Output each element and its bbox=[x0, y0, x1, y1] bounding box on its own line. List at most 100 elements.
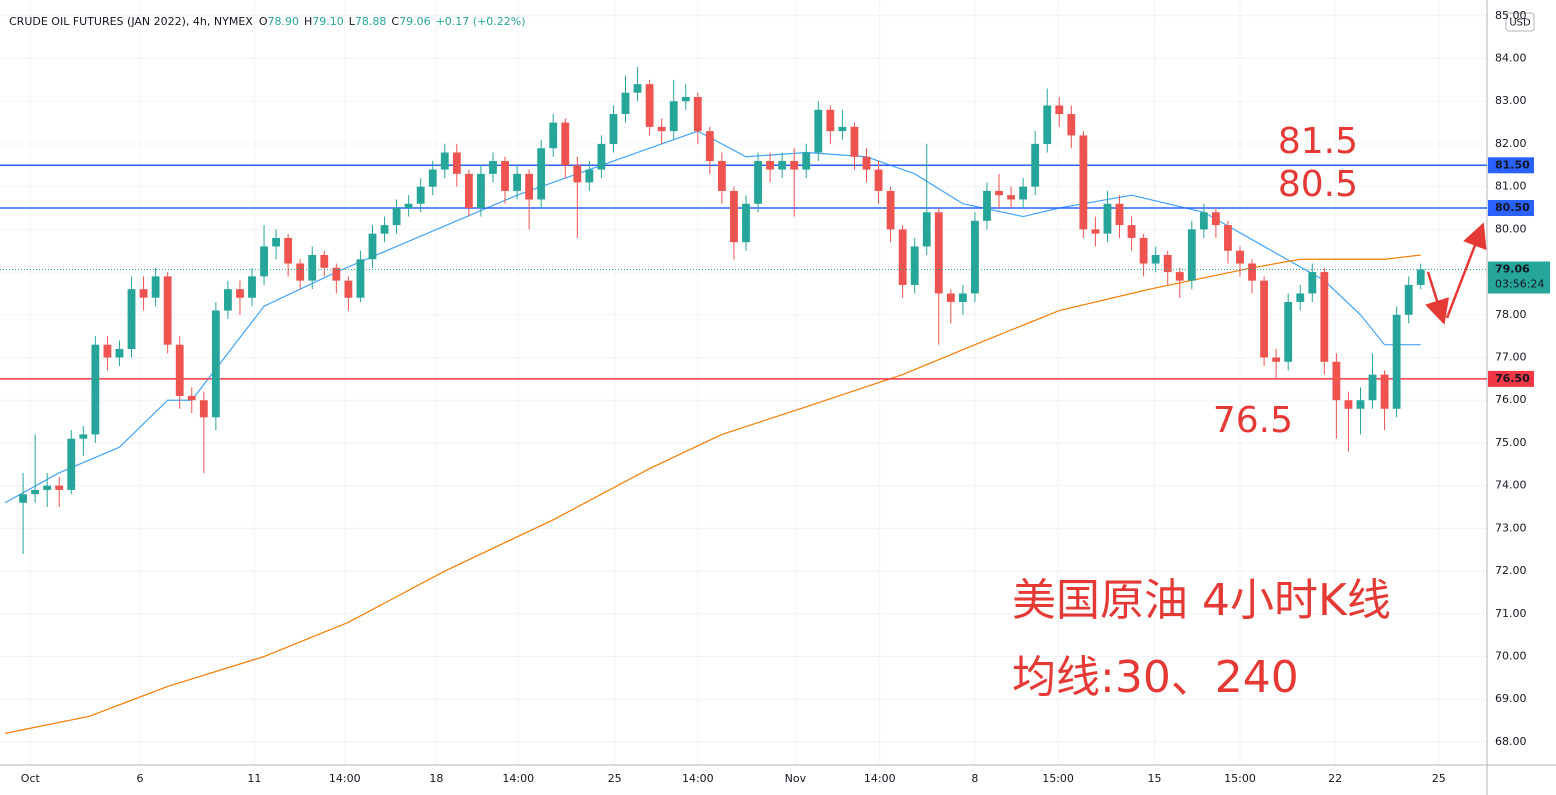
y-tick-label: 83.00 bbox=[1495, 94, 1527, 107]
candle-body bbox=[223, 289, 232, 311]
ohlc-key: C bbox=[391, 15, 399, 28]
legend-header: CRUDE OIL FUTURES (JAN 2022), 4h, NYMEX O… bbox=[9, 15, 526, 28]
candle-body bbox=[1151, 255, 1160, 264]
candle-body bbox=[368, 233, 377, 260]
candle-body bbox=[826, 109, 835, 132]
candle-body bbox=[1404, 284, 1413, 315]
y-tick-label: 82.00 bbox=[1495, 137, 1527, 150]
candle-body bbox=[1260, 280, 1269, 358]
candle-body bbox=[440, 152, 449, 170]
y-tick-label: 74.00 bbox=[1495, 479, 1527, 492]
candle-body bbox=[958, 293, 967, 302]
level-annotation: 80.5 bbox=[1278, 164, 1358, 205]
y-tick-label: 73.00 bbox=[1495, 521, 1527, 534]
candle-body bbox=[31, 489, 40, 495]
candle-body bbox=[464, 173, 473, 209]
x-tick-label: 14:00 bbox=[329, 772, 361, 785]
candle-body bbox=[838, 126, 847, 132]
x-tick-label: 14:00 bbox=[682, 772, 714, 785]
currency: USD bbox=[1509, 18, 1531, 29]
x-tick-label: 6 bbox=[136, 772, 143, 785]
candle-body bbox=[1356, 400, 1365, 409]
candle-body bbox=[1236, 250, 1244, 264]
x-tick-label: 25 bbox=[608, 772, 622, 785]
candle-body bbox=[428, 169, 437, 187]
candle-body bbox=[1187, 229, 1196, 281]
candle-body bbox=[79, 434, 88, 439]
candle-body bbox=[211, 310, 220, 418]
candle-body bbox=[1380, 374, 1389, 409]
candle-body bbox=[971, 220, 979, 294]
level-annotation: 81.5 bbox=[1278, 121, 1358, 162]
chart-title: CRUDE OIL FUTURES (JAN 2022), 4h, NYMEX bbox=[9, 15, 253, 28]
countdown: 03:56:24 bbox=[1495, 278, 1544, 291]
x-tick-label: 15:00 bbox=[1224, 772, 1256, 785]
candle-body bbox=[802, 152, 811, 170]
candle-body bbox=[236, 289, 244, 298]
candle-body bbox=[1248, 263, 1256, 281]
level-tag bbox=[1488, 157, 1534, 174]
candle-body bbox=[1344, 400, 1353, 409]
candle-body bbox=[597, 143, 606, 170]
candle-body bbox=[1368, 374, 1377, 401]
candle-body bbox=[645, 84, 654, 127]
candle-body bbox=[320, 255, 329, 268]
candle-body bbox=[717, 161, 726, 191]
candle-body bbox=[1091, 229, 1100, 234]
candle-body bbox=[501, 161, 509, 191]
candle-body bbox=[284, 237, 293, 264]
ohlc-key: O bbox=[259, 15, 268, 28]
candle-body bbox=[862, 156, 871, 170]
candle-body bbox=[922, 212, 931, 247]
candle-body bbox=[260, 246, 268, 277]
candle-body bbox=[910, 246, 919, 285]
candle-body bbox=[1284, 301, 1293, 362]
candle-body bbox=[344, 280, 353, 298]
candle-body bbox=[19, 494, 27, 503]
candle-body bbox=[272, 237, 281, 247]
y-tick-label: 69.00 bbox=[1495, 692, 1527, 705]
candle-body bbox=[621, 92, 630, 115]
candle-body bbox=[139, 289, 148, 298]
candle-body bbox=[1067, 114, 1076, 136]
candle-body bbox=[573, 165, 582, 183]
candle-body bbox=[43, 485, 52, 490]
level-tag-label: 80.50 bbox=[1495, 201, 1530, 214]
level-tag bbox=[1488, 370, 1534, 387]
candle-body bbox=[513, 173, 521, 191]
x-tick-label: 14:00 bbox=[864, 772, 896, 785]
last-price-tag bbox=[1488, 261, 1550, 294]
y-tick-label: 77.00 bbox=[1495, 351, 1527, 364]
candle-body bbox=[1079, 135, 1088, 230]
candle-body bbox=[55, 485, 64, 490]
candle-body bbox=[1296, 293, 1305, 302]
price-change: +0.17 (+0.22%) bbox=[436, 15, 526, 28]
ohlc-value: 78.90 bbox=[267, 15, 299, 28]
candle-body bbox=[525, 173, 534, 200]
candle-body bbox=[1175, 272, 1184, 281]
candle-body bbox=[874, 169, 883, 191]
candle-body bbox=[657, 126, 666, 132]
candle-body bbox=[790, 161, 799, 170]
candle-body bbox=[175, 344, 184, 396]
candle-body bbox=[1019, 186, 1028, 200]
candle-body bbox=[1055, 105, 1064, 115]
candle-body bbox=[898, 229, 907, 285]
candle-body bbox=[693, 96, 702, 132]
x-tick-label: 18 bbox=[429, 772, 443, 785]
ohlc-value: 78.88 bbox=[355, 15, 387, 28]
candle-body bbox=[1007, 195, 1015, 200]
candle-body bbox=[103, 344, 112, 358]
candle-body bbox=[308, 255, 317, 281]
y-tick-label: 81.00 bbox=[1495, 180, 1527, 193]
ohlc-value: 79.10 bbox=[312, 15, 344, 28]
level-tag-label: 81.50 bbox=[1495, 158, 1530, 171]
x-tick-label: 8 bbox=[971, 772, 978, 785]
ohlc-key: H bbox=[304, 15, 312, 28]
level-tag bbox=[1488, 200, 1534, 217]
arrow-up bbox=[1445, 222, 1487, 319]
candle-body bbox=[416, 186, 425, 204]
candle-body bbox=[537, 148, 546, 200]
candle-body bbox=[127, 289, 136, 349]
